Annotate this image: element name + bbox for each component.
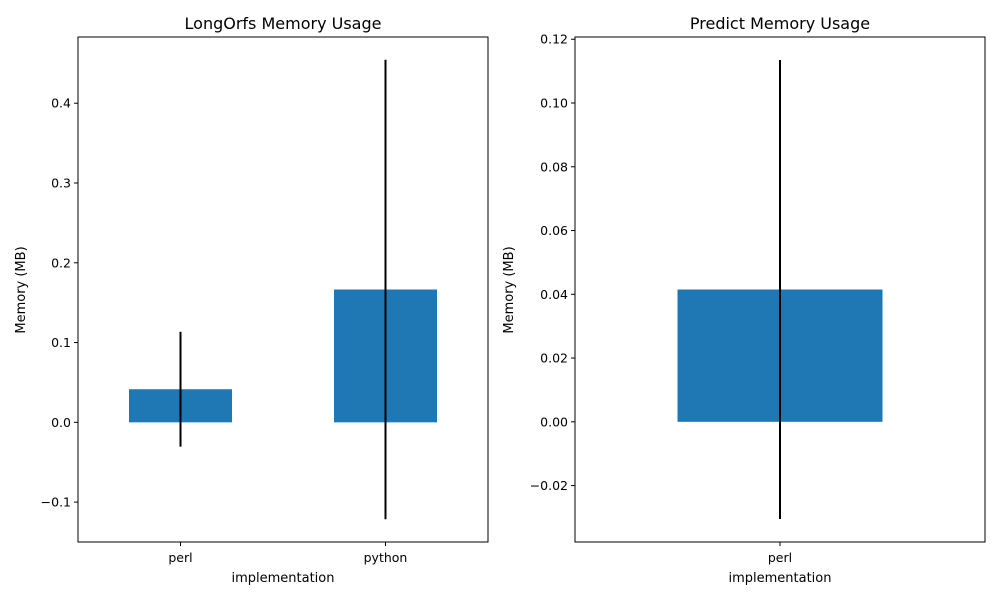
y-tick-label: 0.00 (540, 414, 568, 429)
y-tick-label: 0.02 (540, 351, 568, 366)
y-axis-label: Memory (MB) (14, 246, 29, 333)
x-axis-label: implementation (728, 571, 831, 586)
y-tick-label: 0.12 (540, 32, 568, 47)
x-ticks: perl python (168, 542, 407, 565)
x-axis-label: implementation (231, 571, 334, 586)
chart-title: LongOrfs Memory Usage (185, 14, 382, 33)
x-tick-label: python (364, 550, 408, 565)
chart-longorfs: LongOrfs Memory Usage implementation Mem… (14, 14, 489, 586)
y-tick-label: 0.0 (51, 415, 71, 430)
y-tick-label: 0.04 (540, 287, 568, 302)
axes-frame (574, 36, 986, 543)
y-tick-label: 0.06 (540, 223, 568, 238)
x-ticks: perl (768, 542, 792, 565)
y-axis-label: Memory (MB) (502, 246, 517, 333)
y-tick-label: 0.4 (51, 96, 71, 111)
chart-predict: Predict Memory Usage implementation Memo… (502, 14, 986, 586)
axes-frame (77, 36, 489, 543)
y-ticks: −0.02 0.00 0.02 0.04 0.06 0.08 0.10 0.12 (530, 32, 575, 493)
y-tick-label: 0.3 (51, 175, 71, 190)
y-tick-label: 0.1 (51, 335, 71, 350)
y-tick-label: 0.10 (540, 95, 568, 110)
y-tick-label: −0.1 (41, 495, 71, 510)
y-tick-label: −0.02 (530, 478, 568, 493)
error-bars (179, 59, 387, 520)
y-tick-label: 0.2 (51, 255, 71, 270)
chart-title: Predict Memory Usage (690, 14, 870, 33)
x-tick-label: perl (768, 550, 792, 565)
x-tick-label: perl (168, 550, 192, 565)
y-tick-label: 0.08 (540, 159, 568, 174)
y-ticks: −0.1 0.0 0.1 0.2 0.3 0.4 (41, 96, 78, 510)
